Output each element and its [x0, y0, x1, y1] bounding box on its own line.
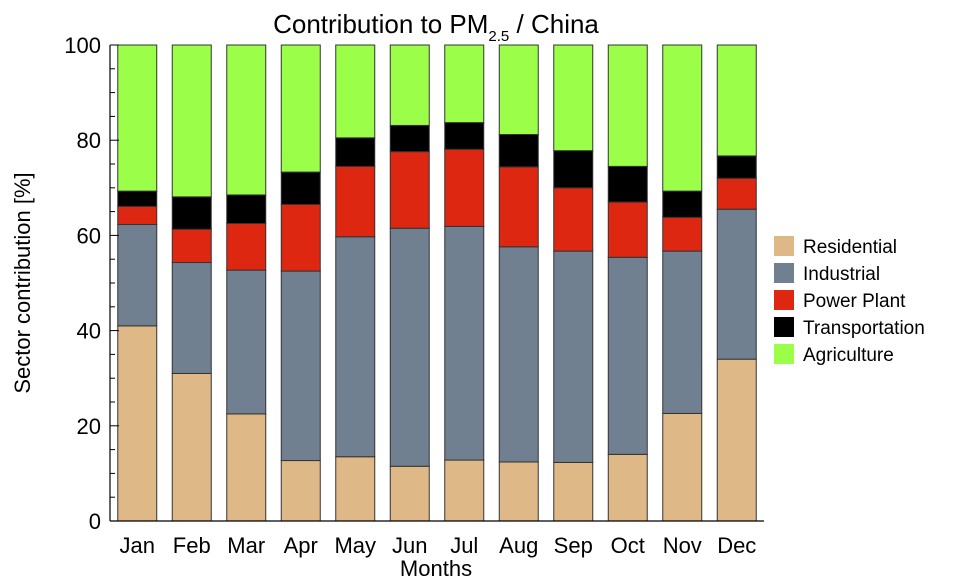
- bar-dec-industrial: [716, 208, 757, 360]
- bar-jun-industrial: [389, 227, 430, 467]
- legend-swatch-transportation: [774, 317, 794, 337]
- bar-nov-power-plant: [662, 216, 703, 252]
- bar-feb-transportation: [171, 196, 212, 230]
- legend-label-transportation: Transportation: [803, 318, 925, 339]
- bar-may-industrial: [335, 236, 376, 458]
- legend-swatch-industrial: [774, 263, 794, 283]
- legend-swatch-power-plant: [774, 290, 794, 310]
- x-tick-label-apr: Apr: [284, 533, 318, 558]
- bar-mar-industrial: [226, 269, 267, 415]
- bar-dec-residential: [716, 358, 757, 522]
- bar-jul-industrial: [444, 225, 485, 461]
- bar-jun-agriculture: [389, 44, 430, 126]
- y-axis-title: Sector contribution [%]: [10, 172, 35, 393]
- y-tick-label: 0: [89, 509, 101, 534]
- bar-jun-transportation: [389, 124, 430, 153]
- bar-jul-agriculture: [444, 44, 485, 124]
- bar-jan-transportation: [117, 190, 158, 207]
- bar-oct-industrial: [607, 256, 648, 455]
- bar-apr-power-plant: [280, 203, 321, 272]
- bar-aug-residential: [498, 461, 539, 522]
- bar-dec-transportation: [716, 155, 757, 179]
- bar-jan-industrial: [117, 223, 158, 327]
- bar-may-agriculture: [335, 44, 376, 139]
- bar-jan-power-plant: [117, 205, 158, 225]
- bar-feb-agriculture: [171, 44, 212, 198]
- bar-mar-transportation: [226, 194, 267, 225]
- bar-nov-agriculture: [662, 44, 703, 192]
- y-tick-label: 20: [77, 414, 101, 439]
- chart-title: Contribution to PM2.5 / China: [273, 9, 599, 45]
- bar-nov-residential: [662, 412, 703, 522]
- bar-may-power-plant: [335, 165, 376, 238]
- bar-jul-residential: [444, 459, 485, 522]
- bar-aug-agriculture: [498, 44, 539, 135]
- bar-dec-power-plant: [716, 177, 757, 210]
- y-tick-label: 40: [77, 319, 101, 344]
- legend: Residential Industrial Power Plant Transpor…: [774, 236, 925, 366]
- legend-label-power-plant: Power Plant: [803, 291, 906, 312]
- x-tick-label-aug: Aug: [499, 533, 538, 558]
- bar-may-transportation: [335, 137, 376, 167]
- bar-nov-transportation: [662, 190, 703, 218]
- y-tick-label: 80: [77, 128, 101, 153]
- x-tick-label-dec: Dec: [717, 533, 756, 558]
- legend-label-residential: Residential: [803, 237, 897, 258]
- bar-jul-power-plant: [444, 148, 485, 227]
- x-tick-label-mar: Mar: [227, 533, 265, 558]
- x-tick-label-jan: Jan: [120, 533, 155, 558]
- x-tick-labels-group: Jan Feb Mar Apr May Jun Jul Aug Sep Oct Nov Dec: [120, 533, 757, 558]
- legend-swatch-agriculture: [774, 344, 794, 364]
- bar-jun-power-plant: [389, 151, 430, 229]
- legend-label-industrial: Industrial: [803, 264, 880, 285]
- bar-oct-power-plant: [607, 201, 648, 258]
- bar-apr-residential: [280, 460, 321, 522]
- bar-sep-transportation: [553, 150, 594, 189]
- bar-sep-industrial: [553, 250, 594, 463]
- x-tick-label-may: May: [334, 533, 376, 558]
- bar-oct-residential: [607, 453, 648, 522]
- legend-swatch-residential: [774, 236, 794, 256]
- bar-feb-residential: [171, 372, 212, 522]
- bar-apr-transportation: [280, 171, 321, 205]
- bar-mar-power-plant: [226, 223, 267, 271]
- x-tick-label-nov: Nov: [663, 533, 702, 558]
- bar-apr-industrial: [280, 270, 321, 462]
- bar-feb-industrial: [171, 262, 212, 374]
- x-tick-label-sep: Sep: [554, 533, 593, 558]
- x-tick-label-oct: Oct: [611, 533, 645, 558]
- bar-jun-residential: [389, 465, 430, 522]
- x-tick-label-jun: Jun: [392, 533, 427, 558]
- bar-sep-agriculture: [553, 44, 594, 152]
- bar-sep-residential: [553, 461, 594, 522]
- bar-feb-power-plant: [171, 228, 212, 264]
- bar-jul-transportation: [444, 122, 485, 150]
- legend-label-agriculture: Agriculture: [803, 345, 894, 366]
- bar-apr-agriculture: [280, 44, 321, 173]
- bar-aug-power-plant: [498, 166, 539, 248]
- x-tick-label-jul: Jul: [450, 533, 478, 558]
- bar-jan-agriculture: [117, 44, 158, 192]
- y-ticks-group: 0 20 40 60 80 100: [64, 33, 119, 534]
- bar-aug-industrial: [498, 246, 539, 463]
- y-tick-label: 100: [64, 33, 101, 58]
- bar-jan-residential: [117, 325, 158, 522]
- x-axis-title: Months: [400, 556, 472, 581]
- bars-group: [117, 44, 757, 522]
- bar-mar-agriculture: [226, 44, 267, 196]
- y-tick-label: 60: [77, 223, 101, 248]
- bar-aug-transportation: [498, 133, 539, 168]
- bar-nov-industrial: [662, 250, 703, 414]
- bar-oct-transportation: [607, 165, 648, 203]
- bar-mar-residential: [226, 413, 267, 522]
- bar-oct-agriculture: [607, 44, 648, 167]
- x-tick-label-feb: Feb: [173, 533, 211, 558]
- bar-dec-agriculture: [716, 44, 757, 157]
- bar-may-residential: [335, 456, 376, 522]
- bar-sep-power-plant: [553, 187, 594, 252]
